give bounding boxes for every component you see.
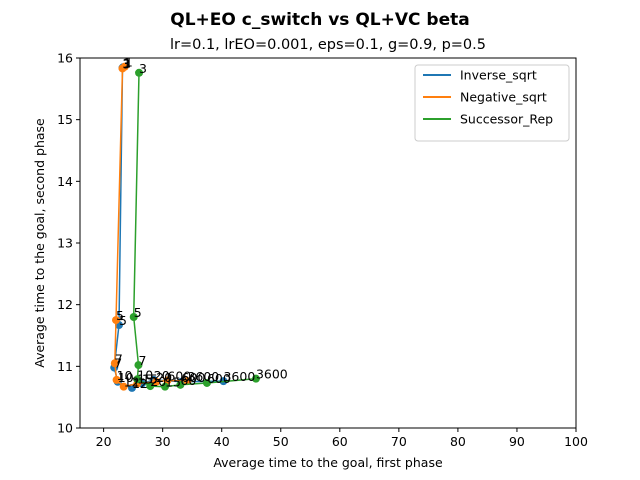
point-label: 5 [116, 308, 124, 323]
legend-item: Inverse_sqrt [423, 68, 537, 83]
x-tick-label: 90 [509, 434, 525, 449]
x-tick-label: 30 [155, 434, 171, 449]
point-label: 20 [154, 368, 170, 383]
data-point [176, 380, 185, 389]
legend-box [414, 64, 570, 142]
chart-title: QL+EO c_switch vs QL+VC beta [170, 10, 469, 30]
data-point [183, 377, 192, 386]
data-point [135, 68, 144, 77]
point-label: 600 [207, 371, 231, 386]
y-tick-label: 15 [57, 112, 73, 127]
x-tick-label: 50 [273, 434, 289, 449]
data-point [163, 376, 172, 385]
point-label: 10 [117, 368, 133, 383]
data-point [110, 359, 119, 368]
data-point [119, 382, 128, 391]
data-point [129, 313, 138, 321]
legend-label: Inverse_sqrt [460, 68, 537, 83]
point-label: 3600 [256, 367, 288, 382]
data-point [118, 64, 127, 73]
y-tick-label: 11 [57, 359, 73, 374]
point-label: 3 [123, 56, 131, 71]
point-label: 600 [167, 369, 191, 384]
series-negative-sqrt [110, 62, 192, 391]
series-line [114, 66, 188, 388]
legend-label: Negative_sqrt [460, 90, 547, 105]
point-label: 12 [132, 376, 148, 391]
legend-item: Successor_Rep [423, 112, 553, 127]
series-successor-rep [129, 68, 260, 391]
x-tick-label: 80 [450, 434, 466, 449]
point-label: 3600 [223, 369, 255, 384]
point-label: 15 [165, 375, 181, 390]
point-label: 7 [138, 353, 146, 368]
y-tick-label: 10 [57, 421, 73, 436]
y-tick-label: 16 [57, 51, 73, 66]
point-label: 20 [150, 374, 166, 389]
y-axis-label: Average time to the goal, second phase [32, 118, 47, 368]
data-point [161, 382, 170, 391]
y-axis: 10 11 12 13 14 15 16 [57, 51, 80, 436]
data-point [134, 361, 143, 370]
x-tick-label: 100 [564, 434, 588, 449]
data-point [112, 316, 121, 325]
x-tick-label: 20 [96, 434, 112, 449]
point-label: 3 [123, 56, 131, 71]
x-tick-label: 40 [214, 434, 230, 449]
point-label: 1 [125, 55, 133, 70]
x-tick-label: 60 [332, 434, 348, 449]
y-tick-label: 13 [57, 236, 73, 251]
x-axis-label: Average time to the goal, first phase [213, 455, 443, 470]
x-axis: 20 30 40 50 60 70 80 90 100 [96, 428, 588, 449]
point-label: 1 [123, 55, 131, 70]
point-label: 3 [139, 61, 147, 76]
point-label: 600 [182, 370, 206, 385]
data-point [251, 374, 260, 383]
data-point [112, 375, 121, 384]
data-point [202, 378, 211, 387]
data-point [146, 382, 155, 391]
point-label: 10 [137, 367, 153, 382]
x-tick-label: 70 [391, 434, 407, 449]
point-label: 5 [134, 305, 142, 320]
legend-item: Negative_sqrt [423, 90, 547, 105]
point-label: 15 [142, 372, 158, 387]
y-tick-label: 12 [57, 297, 73, 312]
point-label: 7 [115, 351, 123, 366]
point-label: 10 [118, 370, 134, 385]
point-label: 12 [124, 375, 140, 390]
chart-subtitle: lr=0.1, lrEO=0.001, eps=0.1, g=0.9, p=0.… [170, 37, 486, 53]
plot-frame [79, 57, 577, 429]
point-label: 15 [137, 372, 153, 387]
point-label: 3600 [187, 369, 219, 384]
point-label: 5 [119, 313, 127, 328]
point-label: 7 [114, 356, 122, 371]
data-point [152, 377, 161, 386]
point-label: 20 [156, 370, 172, 385]
point-label: 60 [180, 373, 196, 388]
data-point [133, 375, 142, 384]
legend: Inverse_sqrt Negative_sqrt Successor_Rep [414, 64, 570, 142]
y-tick-label: 14 [57, 174, 73, 189]
legend-label: Successor_Rep [460, 112, 553, 127]
series-layer [110, 62, 260, 392]
